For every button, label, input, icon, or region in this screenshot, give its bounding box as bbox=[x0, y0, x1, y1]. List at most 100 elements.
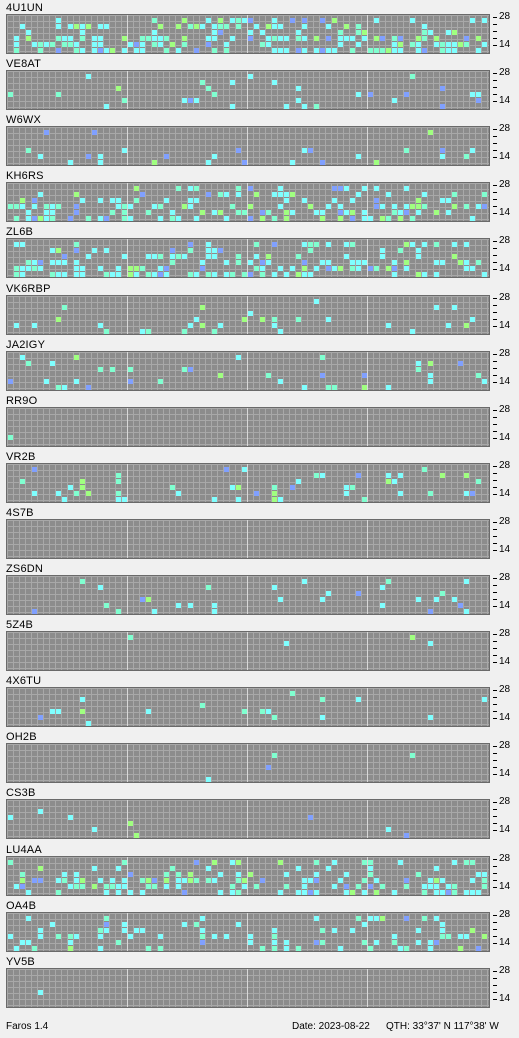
activity-cell bbox=[218, 18, 223, 23]
scale-label-top: 28 bbox=[499, 908, 511, 920]
hour-divider bbox=[247, 463, 248, 502]
hour-divider bbox=[367, 239, 368, 278]
activity-cell bbox=[350, 242, 355, 248]
activity-cell bbox=[302, 198, 307, 204]
activity-cell bbox=[428, 372, 433, 378]
activity-cell bbox=[50, 272, 55, 278]
hour-divider bbox=[127, 576, 128, 614]
activity-cell bbox=[74, 883, 79, 889]
activity-cell bbox=[416, 597, 421, 602]
activity-cell bbox=[314, 104, 319, 110]
activity-cell bbox=[128, 378, 133, 384]
activity-cell bbox=[314, 871, 319, 877]
activity-cell bbox=[266, 254, 271, 260]
activity-cell bbox=[272, 316, 277, 322]
activity-cell bbox=[26, 260, 31, 266]
activity-cell bbox=[404, 210, 409, 216]
activity-cell bbox=[236, 254, 241, 260]
activity-cell bbox=[260, 30, 265, 35]
activity-cell bbox=[20, 354, 25, 360]
activity-cell bbox=[212, 154, 217, 160]
activity-cell bbox=[164, 48, 169, 53]
activity-cell bbox=[140, 877, 145, 883]
activity-cell bbox=[320, 927, 325, 933]
activity-cell bbox=[254, 254, 259, 260]
activity-cell bbox=[290, 192, 295, 198]
activity-cell bbox=[296, 254, 301, 260]
activity-cell bbox=[392, 478, 397, 484]
scale-tick bbox=[493, 648, 497, 650]
activity-cell bbox=[290, 484, 295, 490]
activity-cell bbox=[224, 466, 229, 472]
scale-label-top: 28 bbox=[499, 67, 511, 79]
activity-cell bbox=[410, 328, 415, 334]
activity-cell bbox=[218, 372, 223, 378]
activity-cell bbox=[416, 254, 421, 260]
beacon-callsign: OA4B bbox=[6, 899, 37, 912]
activity-cell bbox=[290, 266, 295, 272]
activity-cell bbox=[434, 242, 439, 248]
activity-cell bbox=[470, 92, 475, 98]
activity-cell bbox=[350, 48, 355, 53]
activity-cell bbox=[56, 24, 61, 29]
activity-cell bbox=[14, 272, 19, 278]
activity-cell bbox=[38, 877, 43, 883]
activity-cell bbox=[290, 691, 295, 697]
activity-cell bbox=[224, 192, 229, 198]
activity-cell bbox=[452, 30, 457, 35]
activity-cell bbox=[200, 927, 205, 933]
activity-cell bbox=[302, 883, 307, 889]
activity-cell bbox=[86, 254, 91, 260]
activity-cell bbox=[398, 859, 403, 865]
activity-cell bbox=[482, 933, 487, 939]
activity-cell bbox=[254, 24, 259, 29]
activity-cell bbox=[242, 883, 247, 889]
activity-cell bbox=[392, 42, 397, 47]
activity-cell bbox=[386, 472, 391, 478]
activity-cell bbox=[416, 939, 421, 945]
activity-cell bbox=[278, 192, 283, 198]
scale-tick bbox=[493, 129, 497, 131]
activity-cell bbox=[74, 877, 79, 883]
propagation-grid bbox=[6, 14, 490, 54]
activity-cell bbox=[236, 354, 241, 360]
activity-cell bbox=[194, 316, 199, 322]
activity-cell bbox=[98, 366, 103, 372]
activity-cell bbox=[320, 18, 325, 23]
propagation-grid bbox=[6, 799, 490, 840]
scale-label-bottom: 14 bbox=[499, 95, 511, 107]
activity-cell bbox=[98, 24, 103, 29]
activity-cell bbox=[440, 591, 445, 596]
activity-cell bbox=[224, 272, 229, 278]
activity-cell bbox=[374, 889, 379, 895]
scale-tick bbox=[493, 465, 497, 467]
activity-cell bbox=[368, 915, 373, 921]
activity-cell bbox=[56, 36, 61, 41]
activity-cell bbox=[74, 24, 79, 29]
activity-cell bbox=[128, 216, 133, 222]
scale-tick bbox=[493, 430, 497, 432]
activity-cell bbox=[212, 603, 217, 608]
activity-cell bbox=[98, 266, 103, 272]
hour-divider bbox=[127, 856, 128, 895]
activity-cell bbox=[200, 80, 205, 86]
activity-cell bbox=[122, 254, 127, 260]
propagation-grid bbox=[6, 182, 490, 223]
activity-cell bbox=[74, 933, 79, 939]
activity-cell bbox=[428, 715, 433, 721]
beacon-panel: RR9O 28 14 bbox=[0, 393, 519, 449]
activity-cell bbox=[446, 322, 451, 328]
beacon-panel: 5Z4B 28 14 bbox=[0, 617, 519, 673]
activity-cell bbox=[260, 260, 265, 266]
activity-cell bbox=[50, 921, 55, 927]
activity-cell bbox=[98, 322, 103, 328]
hour-divider bbox=[127, 351, 128, 390]
scale-label-top: 28 bbox=[499, 403, 511, 415]
beacon-callsign: VE8AT bbox=[6, 58, 42, 71]
activity-cell bbox=[428, 883, 433, 889]
activity-cell bbox=[398, 36, 403, 41]
activity-cell bbox=[398, 248, 403, 254]
activity-cell bbox=[410, 74, 415, 80]
band-scale: 28 14 bbox=[493, 797, 519, 839]
activity-cell bbox=[158, 378, 163, 384]
